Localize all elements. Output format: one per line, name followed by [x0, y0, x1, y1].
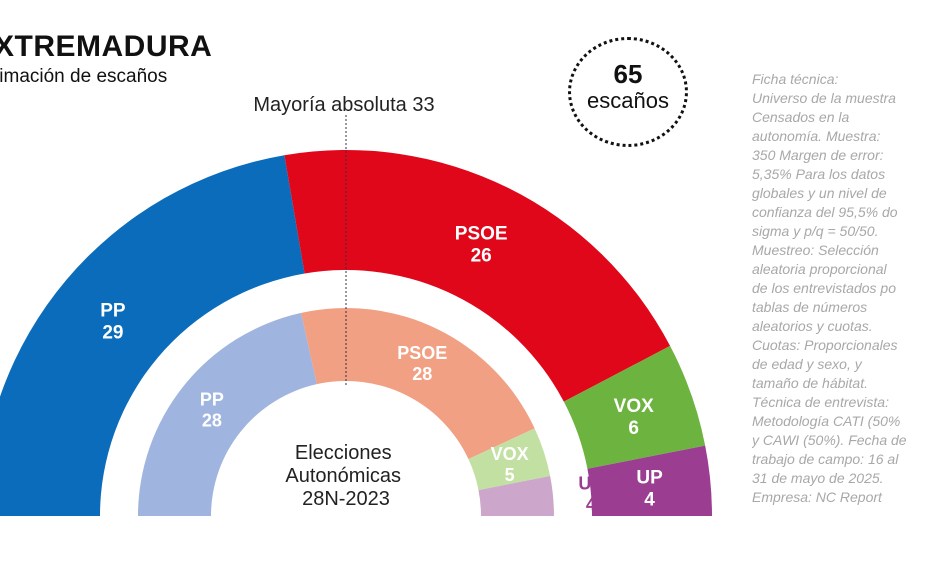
seg-vox-1 — [468, 428, 551, 491]
label-pp-1: PP — [200, 389, 224, 409]
value-psoe-0: 26 — [471, 246, 492, 267]
seg-vox-0 — [563, 345, 706, 469]
label-psoe-0: PSOE — [455, 224, 508, 245]
label-pp-0: PP — [100, 300, 126, 321]
value-vox-0: 6 — [628, 418, 639, 439]
label-vox-1: VOX — [491, 444, 529, 464]
chart-title: XTREMADURA — [0, 30, 213, 63]
value-up-0: 4 — [644, 490, 655, 511]
value-up-1: 4 — [586, 494, 596, 514]
total-seats-number: 65 — [613, 59, 643, 89]
total-seats-word: escaños — [587, 88, 669, 113]
seg-up-1 — [478, 476, 554, 516]
value-pp-1: 28 — [202, 410, 222, 430]
seg-psoe-1 — [301, 308, 535, 460]
label-up-1: UP — [578, 473, 603, 493]
center-label: Elecciones Autonómicas 28N-2023 — [285, 442, 406, 510]
label-psoe-1: PSOE — [397, 343, 447, 363]
label-vox-0: VOX — [614, 396, 654, 417]
majority-label: Mayoría absoluta 33 — [253, 94, 434, 116]
seg-up-0 — [587, 445, 712, 516]
value-psoe-1: 28 — [412, 364, 432, 384]
label-up-0: UP — [636, 468, 663, 489]
total-seats-badge: 65 escaños — [568, 37, 688, 147]
seg-pp-0 — [0, 155, 305, 516]
chart-subtitle: timación de escaños — [0, 66, 168, 87]
value-vox-1: 5 — [505, 465, 515, 485]
value-pp-0: 29 — [102, 322, 123, 343]
technical-sheet: Ficha técnica: Universo de la muestra Ce… — [752, 71, 907, 505]
seg-psoe-0 — [284, 150, 671, 402]
seg-pp-1 — [138, 312, 317, 516]
